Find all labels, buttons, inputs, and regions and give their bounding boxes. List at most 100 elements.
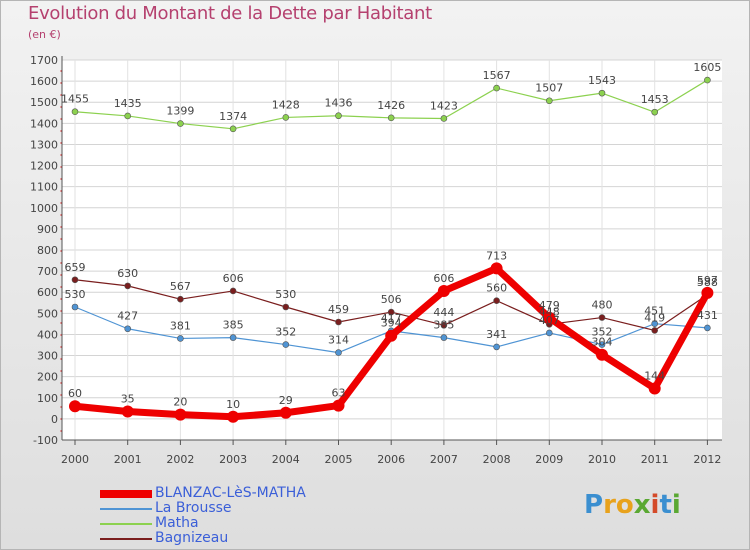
data-point	[704, 76, 711, 84]
data-point	[598, 89, 606, 97]
y-tick-label: 1500	[30, 96, 58, 109]
data-label: 1453	[641, 93, 669, 106]
legend-swatch-blanzac	[100, 489, 152, 498]
data-point	[598, 314, 606, 321]
data-point	[437, 284, 450, 297]
data-point	[124, 325, 131, 333]
legend-label-matha: Matha	[155, 515, 199, 531]
x-tick-label: 2008	[483, 453, 511, 466]
data-label: 713	[486, 249, 507, 262]
x-tick-label: 2004	[272, 453, 300, 466]
data-point	[124, 282, 131, 290]
data-label: 530	[65, 288, 86, 301]
data-label: 20	[173, 396, 187, 409]
data-point	[651, 320, 659, 327]
y-tick-label: 300	[37, 350, 58, 363]
x-tick-label: 2010	[588, 453, 616, 466]
y-tick-label: 900	[37, 223, 58, 236]
x-tick-label: 2012	[693, 453, 721, 466]
data-point	[385, 329, 398, 342]
data-point	[282, 341, 290, 348]
data-point	[490, 262, 503, 275]
data-point	[229, 287, 237, 295]
legend: BLANZAC-LèS-MATHA La Brousse Matha Bagni…	[100, 486, 306, 546]
y-tick-label: 700	[37, 265, 58, 278]
data-label: 479	[539, 299, 560, 312]
legend-swatch-bagnizeau	[100, 537, 152, 540]
data-point	[387, 114, 395, 122]
y-tick-label: 600	[37, 286, 58, 299]
data-label: 588	[697, 276, 718, 289]
y-tick-label: -100	[33, 434, 58, 447]
legend-swatch-la-brousse	[100, 507, 152, 510]
data-point	[335, 349, 342, 356]
y-tick-label: 500	[37, 307, 58, 320]
data-point	[545, 97, 553, 105]
y-tick-label: 1600	[30, 75, 58, 88]
y-tick-label: 1400	[30, 117, 58, 130]
x-tick-label: 2011	[641, 453, 669, 466]
x-tick-label: 2001	[114, 453, 142, 466]
data-label: 341	[486, 328, 507, 341]
data-label: 1399	[166, 105, 194, 118]
data-point	[335, 112, 342, 120]
data-label: 506	[381, 293, 402, 306]
data-point	[493, 343, 500, 351]
data-label: 560	[486, 282, 507, 295]
data-label: 480	[592, 299, 613, 312]
legend-swatch-matha	[100, 522, 152, 525]
data-label: 1428	[272, 98, 300, 111]
data-point	[493, 84, 500, 92]
legend-item-bagnizeau: Bagnizeau	[100, 531, 306, 546]
data-point	[704, 324, 711, 332]
logo-letter: i	[671, 490, 681, 520]
data-label: 63	[332, 387, 346, 400]
legend-label-bagnizeau: Bagnizeau	[155, 530, 229, 546]
data-point	[701, 286, 714, 299]
legend-item-blanzac: BLANZAC-LèS-MATHA	[100, 486, 306, 501]
data-point	[335, 318, 342, 326]
data-label: 606	[433, 272, 454, 285]
data-label: 1507	[535, 82, 563, 95]
data-label: 1543	[588, 74, 616, 87]
x-tick-label: 2000	[61, 453, 89, 466]
legend-item-matha: Matha	[100, 516, 306, 531]
data-point	[282, 114, 290, 121]
data-point	[493, 297, 500, 304]
data-point	[440, 334, 448, 341]
y-tick-label: 1000	[30, 202, 58, 215]
logo-letter: i	[650, 490, 660, 520]
data-label: 431	[697, 309, 718, 322]
y-tick-label: 1300	[30, 138, 58, 151]
data-point	[440, 115, 448, 122]
y-tick-label: 800	[37, 244, 58, 257]
data-label: 1423	[430, 99, 458, 112]
data-point	[124, 112, 131, 120]
data-point	[177, 295, 184, 303]
data-point	[177, 335, 184, 342]
data-label: 567	[170, 280, 191, 293]
data-label: 630	[117, 267, 138, 280]
chart-subtitle: (en €)	[28, 28, 61, 41]
logo-letter: t	[659, 490, 672, 520]
y-tick-label: 1700	[30, 54, 58, 67]
data-label: 35	[121, 393, 135, 406]
logo-letter: o	[615, 490, 634, 520]
data-point	[121, 405, 134, 418]
data-point	[71, 108, 79, 116]
logo-letter: P	[584, 490, 604, 520]
x-tick-label: 2005	[325, 453, 353, 466]
data-label: 394	[381, 317, 402, 330]
y-tick-label: 0	[51, 413, 58, 426]
data-label: 1455	[61, 93, 89, 106]
data-label: 444	[433, 306, 454, 319]
data-label: 60	[68, 387, 82, 400]
data-label: 597	[697, 274, 718, 287]
data-point	[543, 311, 556, 324]
y-tick-label: 1200	[30, 160, 58, 173]
data-point	[229, 334, 237, 341]
data-point	[440, 321, 448, 329]
data-point	[545, 329, 553, 337]
data-label: 606	[223, 272, 244, 285]
data-label: 459	[328, 303, 349, 316]
